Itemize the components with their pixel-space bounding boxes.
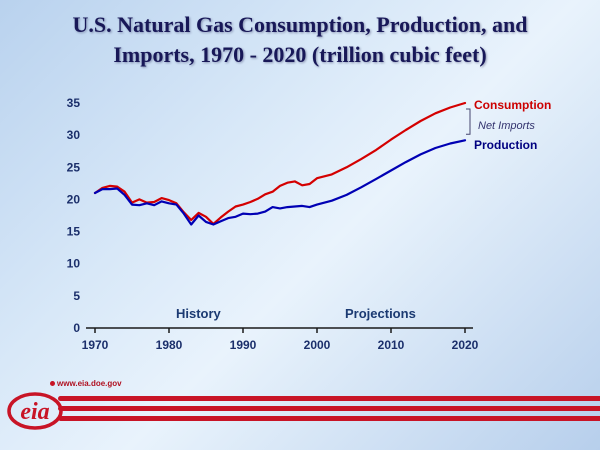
legend-consumption: Consumption xyxy=(474,98,552,112)
y-tick-label: 5 xyxy=(73,289,80,303)
series-production xyxy=(93,139,467,226)
eia-logo: eia xyxy=(7,392,63,430)
net-imports-bracket xyxy=(466,108,471,135)
legend-production: Production xyxy=(474,138,538,152)
x-tick-label: 1980 xyxy=(156,338,183,352)
eia-logo-oval xyxy=(7,392,63,430)
footer-url: www.eia.doe.gov xyxy=(50,379,122,388)
footer-stripe xyxy=(58,396,600,401)
y-tick-label: 30 xyxy=(67,128,81,142)
url-bullet-icon xyxy=(50,381,55,386)
x-tick-label: 2010 xyxy=(378,338,405,352)
title-line2: Imports, 1970 - 2020 (trillion cubic fee… xyxy=(113,41,487,67)
x-tick-label: 2020 xyxy=(452,338,479,352)
footer-stripe xyxy=(58,406,600,411)
footer-stripe xyxy=(58,416,600,421)
y-tick-label: 15 xyxy=(67,225,81,239)
footer-stripes xyxy=(58,396,600,426)
x-tick-label: 1990 xyxy=(230,338,257,352)
annotation-history: History xyxy=(176,306,221,321)
url-text: www.eia.doe.gov xyxy=(57,379,122,388)
y-tick-label: 20 xyxy=(67,192,81,206)
eia-logo-text: eia xyxy=(20,399,49,425)
page-title: U.S. Natural Gas Consumption, Production… xyxy=(0,10,600,69)
annotation-projections: Projections xyxy=(345,306,416,321)
x-tick-label: 1970 xyxy=(82,338,109,352)
x-tick-label: 2000 xyxy=(304,338,331,352)
y-tick-label: 25 xyxy=(67,160,81,174)
title-line1: U.S. Natural Gas Consumption, Production… xyxy=(72,12,528,37)
legend-net-imports: Net Imports xyxy=(478,120,535,132)
y-tick-label: 0 xyxy=(73,321,80,335)
series-consumption xyxy=(93,101,467,225)
y-tick-label: 10 xyxy=(67,257,81,271)
y-tick-label: 35 xyxy=(67,96,81,110)
